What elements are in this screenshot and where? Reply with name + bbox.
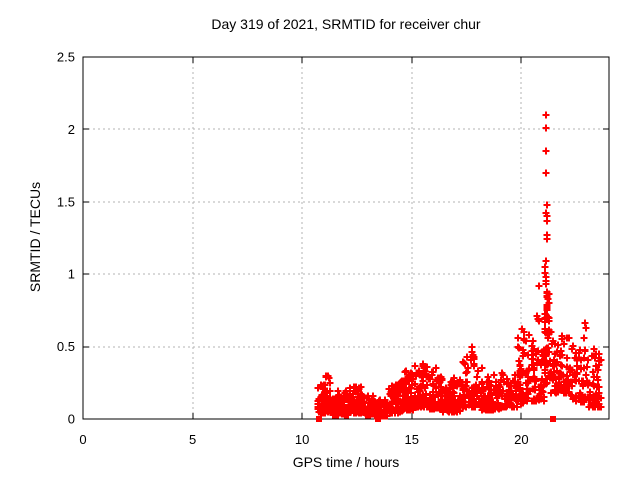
x-tick-label: 15 (405, 432, 419, 447)
zero-point-markers (316, 416, 556, 422)
grid-lines (83, 57, 609, 419)
y-tick-label: 2 (68, 122, 75, 137)
scatter-points (314, 111, 605, 420)
x-tick-label: 10 (295, 432, 309, 447)
y-tick-label: 0 (68, 412, 75, 427)
x-tick-label: 20 (514, 432, 528, 447)
y-tick-label: 1.5 (57, 194, 75, 209)
tick-marks (82, 56, 609, 420)
y-axis-label: SRMTID / TECUs (27, 181, 43, 293)
y-tick-label: 2.5 (57, 50, 75, 65)
chart-title: Day 319 of 2021, SRMTID for receiver chu… (211, 16, 481, 32)
x-axis-label: GPS time / hours (292, 454, 400, 470)
y-tick-label: 0.5 (57, 339, 75, 354)
plot-border (82, 56, 610, 420)
y-tick-label: 1 (68, 267, 75, 282)
x-tick-label: 0 (79, 432, 86, 447)
x-tick-label: 5 (189, 432, 196, 447)
